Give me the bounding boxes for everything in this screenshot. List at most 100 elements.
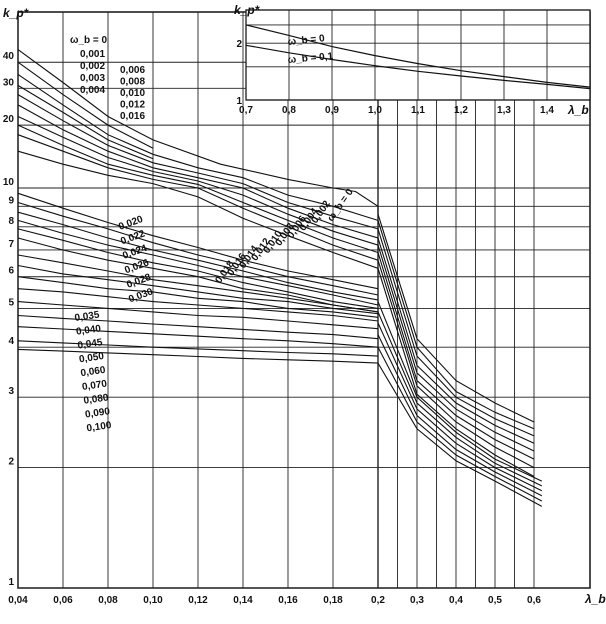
main-tick-labels: 0,04 0,06 0,08 0,10 0,12 0,14 0,16 0,18 0,2 0,3 0,… (3, 51, 542, 606)
inset-x-axis-title: λ_b (567, 103, 589, 117)
main-y-tick-label: 10 (3, 177, 15, 188)
inset-series-line (245, 44, 591, 90)
main-y-tick-label: 7 (8, 239, 14, 250)
inset-x-tick-label: 1,0 (368, 105, 382, 116)
main-y-tick-label: 3 (8, 386, 14, 397)
main-y-tick-label: 2 (8, 457, 14, 468)
main-series-line (17, 228, 379, 309)
main-x-tick-label: 0,18 (323, 595, 343, 606)
main-x-tick-label: 0,06 (53, 595, 73, 606)
curve-label: 0,035 (74, 310, 101, 324)
inset-x-tick-label: 1,2 (454, 105, 468, 116)
main-series-line (17, 348, 379, 364)
main-y-tick-label: 40 (3, 51, 15, 62)
main-series-line (17, 84, 154, 160)
main-series-line (17, 211, 379, 301)
inset-series-line (245, 24, 591, 88)
main-series-line (17, 134, 535, 469)
main-series-line (17, 61, 154, 149)
curve-label: 0,080 (83, 392, 110, 406)
main-right-bundle-line (377, 311, 543, 487)
main-x-tick-label: 0,5 (488, 595, 502, 606)
main-series-line (17, 276, 379, 318)
main-right-bundle-line (377, 322, 543, 492)
main-series-line (17, 326, 379, 348)
inset-y-tick-label: 1 (236, 96, 242, 107)
main-y-tick-label: 4 (8, 336, 14, 347)
main-right-bundle-line (377, 346, 543, 502)
curve-label: 0,050 (78, 351, 105, 365)
main-y-tick-label: 5 (8, 297, 14, 308)
inset-x-tick-label: 1,3 (497, 105, 511, 116)
main-x-tick-label: 0,3 (410, 595, 424, 606)
curve-label: 0,010 (120, 88, 145, 99)
curve-label: 0,040 (75, 323, 102, 337)
main-series-group (17, 49, 543, 507)
curve-label: 0,001 (80, 49, 105, 60)
curve-label: 0,016 (120, 111, 145, 122)
inset-x-tick-label: 0,7 (239, 105, 253, 116)
main-x-tick-label: 0,6 (527, 595, 541, 606)
main-series-line (17, 124, 535, 460)
main-x-tick-label: 0,04 (8, 595, 28, 606)
main-x-tick-label: 0,16 (278, 595, 298, 606)
curve-label: 0,070 (81, 379, 108, 393)
main-series-line (17, 192, 379, 290)
main-series-line (17, 201, 379, 296)
curve-label: 0,002 (80, 61, 105, 72)
inset-series-group: ω_b = 0 ω_b = 0,1 (245, 24, 591, 90)
inset-x-tick-label: 0,8 (282, 105, 296, 116)
curve-label: 0,004 (80, 85, 105, 96)
main-x-tick-label: 0,4 (449, 595, 463, 606)
main-x-tick-label: 0,08 (98, 595, 118, 606)
curve-label: 0,060 (80, 365, 107, 379)
inset-x-tick-label: 0,9 (325, 105, 339, 116)
main-x-axis-title: λ_b (584, 592, 606, 606)
main-series-line (17, 237, 379, 313)
curve-label: 0,090 (84, 406, 111, 420)
curve-label-header: ω_b = 0 (70, 35, 108, 46)
inset-series-label: ω_b = 0,1 (287, 51, 334, 66)
main-right-bundle-line (377, 362, 543, 507)
inset-tick-labels: 0,7 0,8 0,9 1,0 1,1 1,2 1,3 1,4 1 2 (236, 39, 554, 116)
main-x-tick-label: 0,10 (143, 595, 163, 606)
inset-y-axis-title: k_p* (234, 3, 261, 17)
main-series-line (17, 288, 379, 322)
main-right-bundle-line (377, 301, 543, 482)
curve-label: 0,003 (80, 73, 105, 84)
main-y-tick-label: 8 (8, 216, 14, 227)
main-right-bundle-line (377, 334, 543, 497)
main-series-line (17, 116, 535, 452)
main-series-line (17, 264, 379, 315)
main-series-line (17, 254, 379, 313)
inset-y-tick-label: 2 (236, 39, 242, 50)
curve-label: 0,008 (120, 77, 145, 88)
main-series-line (17, 94, 535, 437)
main-x-tick-label: 0,12 (188, 595, 208, 606)
curve-label: 0,006 (120, 65, 145, 76)
curve-label: 0,100 (86, 420, 113, 434)
main-series-line (17, 150, 535, 477)
main-series-line (17, 104, 535, 444)
inset-x-tick-label: 1,4 (540, 105, 554, 116)
main-y-tick-label: 30 (3, 77, 15, 88)
curve-label: 0,012 (120, 100, 145, 111)
main-series-line (17, 49, 535, 423)
main-y-tick-label: 1 (8, 577, 14, 588)
inset-series-label: ω_b = 0 (287, 33, 325, 48)
main-series-line (17, 314, 379, 340)
inset-x-tick-label: 1,1 (411, 105, 425, 116)
curve-label: 0,045 (77, 337, 104, 351)
main-series-line (17, 73, 535, 430)
main-series-line (17, 219, 379, 306)
main-x-tick-label: 0,14 (233, 595, 253, 606)
main-y-tick-label: 9 (8, 195, 14, 206)
main-y-axis-title: k_p* (3, 6, 30, 20)
main-x-tick-label: 0,2 (371, 595, 385, 606)
main-y-tick-label: 6 (8, 266, 14, 277)
main-series-line (17, 340, 379, 357)
main-y-tick-label: 20 (3, 114, 15, 125)
main-series-line (17, 301, 379, 330)
